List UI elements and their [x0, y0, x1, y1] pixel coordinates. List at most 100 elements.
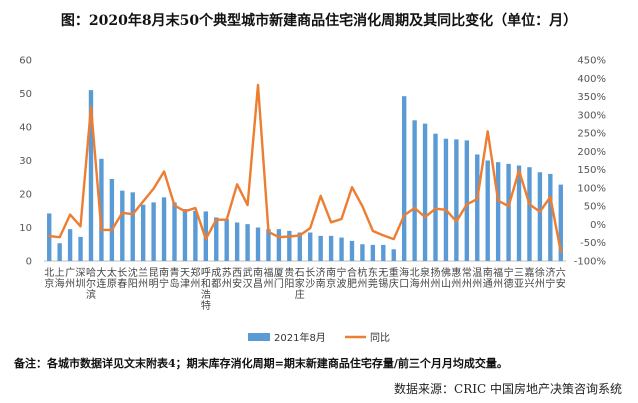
- bar-沈阳: [130, 192, 135, 261]
- category-label: 佛山: [441, 266, 451, 290]
- bar-天津: [182, 209, 188, 261]
- bar-长沙: [308, 232, 313, 261]
- bar-东莞: [370, 244, 376, 261]
- category-label: 呼和浩特: [201, 267, 211, 312]
- left-axis-ticks: 0 10 20 30 40 50 60: [19, 56, 32, 268]
- category-label: 郑州: [190, 266, 200, 290]
- bar-佛山: [443, 138, 449, 261]
- category-label: 南昌: [253, 266, 263, 290]
- category-label: 长春: [117, 267, 127, 290]
- category-label: 大连: [96, 266, 106, 290]
- category-label: 沈阳: [128, 266, 138, 290]
- data-source: 数据来源：CRIC 中国房地产决策咨询系统: [394, 382, 622, 396]
- category-label: 北海: [410, 267, 420, 290]
- line-series: [48, 83, 562, 254]
- bar-济南: [318, 235, 323, 261]
- category-label: 上海: [55, 267, 65, 290]
- bar-大连: [99, 158, 104, 261]
- bar-贵阳: [287, 230, 292, 261]
- bar-南昌: [255, 227, 261, 261]
- category-label: 东莞: [368, 266, 378, 290]
- category-label: 宁德: [504, 266, 514, 290]
- legend: 2021年8月 同比: [248, 331, 390, 344]
- category-label: 石家庄: [295, 268, 305, 301]
- right-tick-label: -100%: [574, 257, 606, 268]
- bar-series: [47, 90, 563, 262]
- chart-title: 图：2020年8月末50个典型城市新建商品住宅消化周期及其同比变化（单位：月）: [60, 13, 578, 29]
- left-tick-label: 10: [19, 223, 32, 234]
- bar-泉州: [422, 123, 428, 262]
- category-label: 青岛: [170, 266, 180, 290]
- category-label: 福州: [493, 266, 503, 290]
- bar-常州: [464, 140, 470, 261]
- bar-惠州: [454, 139, 459, 261]
- category-label: 合肥: [347, 266, 357, 290]
- bar-兰州: [140, 204, 146, 261]
- bar-青岛: [172, 202, 177, 261]
- left-tick-label: 30: [19, 156, 32, 167]
- category-label: 兰州: [138, 266, 148, 290]
- category-label: 惠州: [451, 266, 461, 290]
- bar-深圳: [78, 236, 83, 261]
- right-tick-label: 100%: [577, 183, 606, 194]
- left-tick-label: 20: [19, 190, 32, 201]
- category-label: 六安: [556, 267, 566, 290]
- category-label: 济南: [316, 266, 326, 290]
- category-label: 深圳: [76, 267, 86, 290]
- bar-北海: [412, 120, 417, 261]
- bar-广州: [67, 229, 73, 261]
- bar-武汉: [245, 224, 250, 261]
- right-tick-label: 250%: [577, 129, 606, 140]
- category-labels: 北京上海广州深圳哈尔滨大连太原长春沈阳兰州昆明南宁青岛天津郑州呼和浩特成都苏州西…: [44, 266, 566, 312]
- category-label: 南京: [326, 266, 336, 290]
- bar-苏州: [224, 219, 229, 261]
- category-label: 无锡: [378, 268, 388, 290]
- right-tick-label: 400%: [577, 74, 606, 85]
- bar-上海: [57, 243, 62, 261]
- right-tick-label: 300%: [577, 110, 606, 121]
- bar-宁波: [339, 237, 344, 261]
- bar-济宁: [548, 173, 553, 261]
- bar-三亚: [516, 165, 522, 261]
- category-label: 嘉兴: [524, 266, 534, 290]
- category-label: 西安: [232, 268, 242, 290]
- left-tick-label: 50: [19, 89, 32, 100]
- bar-无锡: [381, 244, 386, 261]
- category-label: 天津: [180, 268, 190, 290]
- bar-昆明: [151, 202, 156, 261]
- bar-成都: [214, 217, 219, 261]
- category-label: 重庆: [389, 266, 399, 290]
- bar-宁德: [506, 163, 511, 261]
- bar-福州: [495, 162, 501, 261]
- bar-太原: [109, 178, 115, 261]
- category-label: 宁波: [337, 266, 347, 290]
- category-label: 南宁: [159, 266, 169, 290]
- bar-杭州: [360, 244, 365, 261]
- legend-bar-swatch: [248, 333, 270, 341]
- category-label: 常州: [462, 266, 472, 290]
- category-label: 泉州: [420, 266, 430, 290]
- right-tick-label: 350%: [577, 92, 606, 103]
- right-tick-label: 150%: [577, 165, 606, 176]
- bar-南京: [328, 235, 334, 261]
- category-label: 北京: [44, 267, 54, 290]
- left-tick-label: 60: [19, 56, 32, 67]
- footnote: 备注：各城市数据详见文末附表4；期末库存消化周期=期末新建商品住宅存量/前三个月…: [14, 357, 508, 370]
- right-tick-label: -50%: [580, 238, 606, 249]
- bar-重庆: [391, 249, 396, 261]
- category-label: 扬州: [431, 266, 441, 290]
- category-label: 昆明: [149, 267, 159, 290]
- legend-bar-label: 2021年8月: [274, 331, 326, 344]
- right-tick-label: 50%: [584, 202, 606, 213]
- bar-扬州: [433, 133, 438, 261]
- category-label: 福州: [263, 266, 273, 290]
- bar-海口: [401, 96, 407, 262]
- category-label: 温州: [472, 267, 482, 290]
- bar-西安: [234, 222, 240, 261]
- bar-石家庄: [297, 232, 302, 261]
- right-tick-label: 450%: [577, 56, 606, 67]
- bar-合肥: [349, 240, 355, 261]
- category-label: 武汉: [243, 266, 253, 290]
- legend-line-label: 同比: [370, 332, 390, 344]
